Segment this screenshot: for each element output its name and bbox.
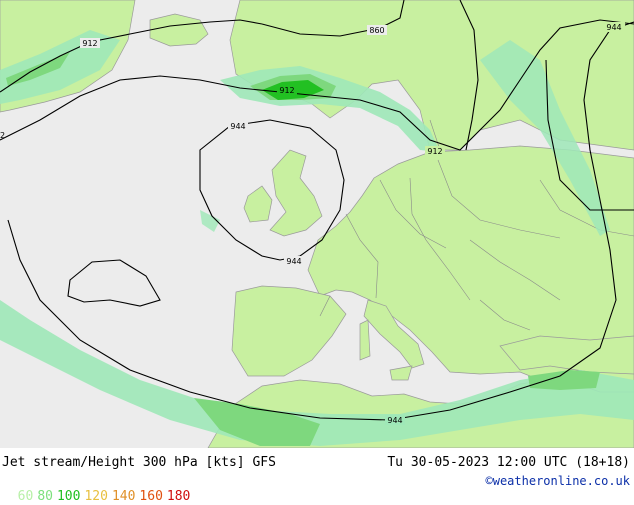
contour-label: 912 bbox=[279, 86, 294, 95]
legend-item: 100 bbox=[56, 489, 81, 504]
contour-944-cutoff bbox=[67, 259, 161, 307]
iberia bbox=[231, 285, 347, 377]
contour-label: 2 bbox=[0, 131, 5, 140]
contour-860 bbox=[261, 0, 405, 37]
contour-labels: 912 860 912 944 912 944 944 944 2 bbox=[0, 22, 625, 425]
contour-label: 860 bbox=[369, 26, 384, 35]
map-title: Jet stream/Height 300 hPa [kts] GFS bbox=[2, 455, 276, 470]
contour-label: 944 bbox=[286, 257, 301, 266]
country-borders bbox=[319, 119, 634, 331]
sicily bbox=[389, 365, 413, 381]
jet-band-south-80 bbox=[194, 398, 320, 446]
jet-band-biscay bbox=[200, 210, 220, 232]
jet-stream-map: 912 860 912 944 912 944 944 944 2 bbox=[0, 0, 634, 448]
legend-item: 60 bbox=[17, 489, 34, 504]
contour-label: 944 bbox=[230, 122, 245, 131]
contour-912-west bbox=[0, 19, 263, 93]
contour-label: 944 bbox=[387, 416, 402, 425]
ireland bbox=[243, 185, 273, 223]
turkey bbox=[499, 335, 634, 375]
jet-band-south-east-80 bbox=[528, 370, 600, 390]
valid-time: Tu 30-05-2023 12:00 UTC (18+18) bbox=[387, 455, 630, 470]
contour-912-mid bbox=[0, 19, 634, 151]
height-contours bbox=[0, 0, 634, 421]
legend-item: 120 bbox=[84, 489, 108, 504]
legend-item: 180 bbox=[166, 489, 191, 504]
italy bbox=[363, 299, 425, 369]
credit-link[interactable]: ©weatheronline.co.uk bbox=[485, 474, 631, 488]
legend-item: 140 bbox=[111, 489, 136, 504]
contour-944-south bbox=[7, 21, 634, 421]
jet-band-east bbox=[480, 40, 610, 236]
contour-north-edge bbox=[459, 0, 479, 151]
iceland bbox=[149, 13, 209, 47]
great-britain bbox=[269, 149, 323, 237]
legend-item: 160 bbox=[139, 489, 163, 504]
jet-band-south bbox=[0, 300, 634, 446]
speed-legend: 60 80 100 120 140 160 180 bbox=[2, 473, 194, 505]
legend-item: 80 bbox=[37, 489, 53, 504]
contour-label: 912 bbox=[427, 147, 442, 156]
contour-label: 912 bbox=[82, 39, 97, 48]
contour-label: 944 bbox=[606, 23, 621, 32]
corsica-sardinia bbox=[359, 319, 371, 361]
contour-east-right bbox=[545, 59, 634, 211]
map-footer bbox=[0, 448, 634, 490]
contour-944-low bbox=[199, 119, 345, 261]
